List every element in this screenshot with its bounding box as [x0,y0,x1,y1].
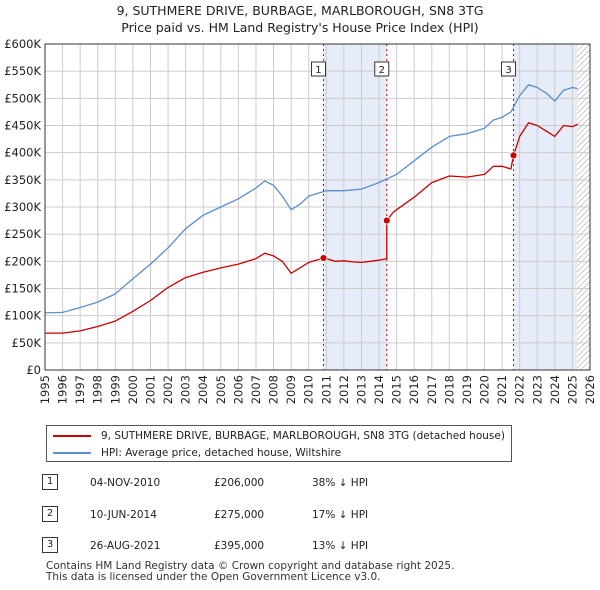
chart-subtitle: Price paid vs. HM Land Registry's House … [121,20,479,35]
x-tick-label: 2004 [196,375,210,404]
x-tick-label: 2019 [460,375,474,404]
x-tick-label: 2023 [530,375,544,404]
footer-copyright: Contains HM Land Registry data © Crown c… [46,560,455,572]
y-tick-label: £200K [4,254,41,268]
price-paid-line [45,122,578,334]
x-tick-label: 1999 [108,375,122,404]
y-tick-label: £0 [26,363,41,377]
x-tick-label: 2011 [319,375,333,404]
x-tick-label: 2017 [425,375,439,404]
y-tick-label: £450K [4,119,41,133]
x-tick-label: 2015 [390,375,404,404]
x-tick-label: 2024 [548,375,562,404]
chart-title: 9, SUTHMERE DRIVE, BURBAGE, MARLBOROUGH,… [116,3,484,18]
sale-hpi-diff: 13% ↓ HPI [312,540,369,552]
sale-number-badge: 3 [42,537,58,553]
y-tick-label: £500K [4,91,41,105]
y-tick-label: £400K [4,146,41,160]
y-tick-label: £150K [4,282,41,296]
x-tick-label: 2012 [337,375,351,404]
y-tick-label: £550K [4,64,41,78]
sale-number-badge: 2 [42,506,58,522]
plot-frame [44,43,591,371]
x-tick-label: 2006 [231,375,245,404]
x-tick-label: 2018 [442,375,456,404]
sale-hpi-diff: 17% ↓ HPI [312,509,369,521]
sale-marker-label: 2 [379,65,385,76]
sale-marker-label: 3 [505,65,511,76]
y-tick-label: £350K [4,173,41,187]
sale-marker-box [310,61,326,77]
sale-date: 10-JUN-2014 [90,509,157,521]
sale-price: £206,000 [214,477,265,489]
x-tick-label: 2016 [407,375,421,404]
legend-label-property: 9, SUTHMERE DRIVE, BURBAGE, MARLBOROUGH,… [101,430,505,442]
legend-label-hpi: HPI: Average price, detached house, Wilt… [101,447,342,459]
legend-swatch-red [53,435,91,437]
sale-date: 26-AUG-2021 [90,540,161,552]
sale-date: 04-NOV-2010 [90,477,161,489]
sale-number-badge: 1 [42,474,58,490]
sale-hpi-diff: 38% ↓ HPI [312,477,369,489]
legend-swatch-blue [53,452,91,454]
x-tick-label: 1995 [38,375,52,404]
sale-point [509,151,518,160]
y-tick-label: £300K [4,200,41,214]
x-tick-label: 1997 [73,375,87,404]
x-tick-label: 2008 [267,375,281,404]
x-tick-label: 2020 [478,375,492,404]
y-tick-label: £250K [4,227,41,241]
x-tick-label: 2002 [161,375,175,404]
x-tick-label: 2026 [583,375,597,404]
x-tick-label: 2001 [143,375,157,404]
x-tick-label: 2009 [284,375,298,404]
footer-license: This data is licensed under the Open Gov… [46,571,381,583]
legend: 9, SUTHMERE DRIVE, BURBAGE, MARLBOROUGH,… [46,425,512,462]
x-tick-label: 2010 [302,375,316,404]
y-tick-label: £50K [12,336,42,350]
y-tick-label: £100K [4,309,41,323]
sale-marker-box [501,61,517,77]
x-tick-label: 1998 [91,375,105,404]
x-tick-label: 2000 [126,375,140,404]
sale-point [319,254,328,262]
sale-point [382,216,391,225]
x-tick-label: 2007 [249,375,263,404]
sale-marker-label: 1 [315,65,321,76]
sale-price: £275,000 [214,509,265,521]
x-tick-label: 2005 [214,375,228,404]
y-tick-label: £600K [4,37,41,51]
x-tick-label: 2013 [354,375,368,404]
x-tick-label: 2022 [513,375,527,404]
x-tick-label: 2014 [372,375,386,404]
price-chart: 1 2 3 £0 £50K £100K £150K £200K £250K £300K £350K… [4,37,597,404]
hpi-line [44,84,578,314]
sale-price: £395,000 [214,540,265,552]
sale-marker-box [374,61,390,77]
x-tick-label: 1996 [56,375,70,404]
x-tick-label: 2025 [565,375,579,404]
x-tick-label: 2021 [495,375,509,404]
x-tick-label: 2003 [179,375,193,404]
